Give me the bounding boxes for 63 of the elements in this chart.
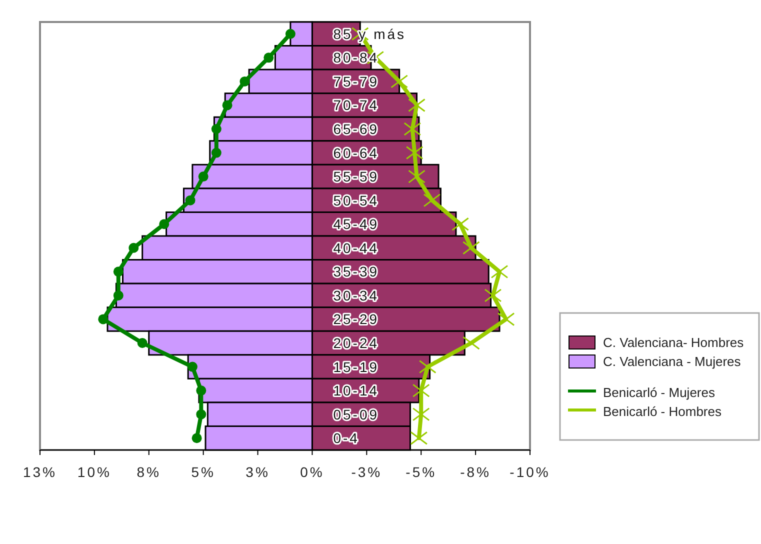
- y-tick-label: 0-4: [333, 430, 360, 446]
- legend-label: C. Valenciana- Hombres: [603, 335, 744, 350]
- point: [408, 170, 426, 184]
- y-tick-label: 05-09: [333, 406, 380, 422]
- point: [192, 433, 202, 444]
- point: [98, 314, 108, 324]
- x-tick-label: 3%: [246, 464, 270, 480]
- point: [128, 242, 139, 253]
- legend-label: Benicarló - Mujeres: [603, 385, 716, 400]
- y-tick-label: 75-79: [333, 73, 380, 90]
- point: [390, 74, 408, 88]
- y-tick-label: 25-29: [333, 311, 380, 328]
- y-tick-label: 35-39: [333, 264, 380, 280]
- y-tick-label: 10-14: [333, 382, 380, 399]
- legend-label: Benicarló - Hombres: [603, 404, 722, 419]
- x-tick-label: -3%: [351, 464, 382, 480]
- y-tick-label: 20-24: [333, 335, 380, 351]
- point: [196, 386, 206, 396]
- point: [187, 362, 198, 372]
- y-tick-label: 70-74: [333, 97, 380, 114]
- point: [185, 195, 196, 206]
- x-tick-label: 0%: [300, 464, 324, 480]
- x-tick-label: -10%: [510, 464, 550, 480]
- point: [412, 384, 430, 398]
- point: [423, 194, 441, 208]
- point: [211, 124, 222, 134]
- y-tick-label: 15-19: [333, 358, 380, 375]
- y-tick-label: 65-69: [333, 121, 380, 137]
- point: [410, 431, 428, 445]
- y-tick-label: 60-64: [333, 144, 380, 161]
- point: [264, 52, 274, 63]
- point: [222, 100, 232, 110]
- x-tick-label: 10%: [77, 464, 112, 480]
- legend-label: C. Valenciana - Mujeres: [603, 354, 742, 369]
- x-tick-label: -8%: [460, 464, 492, 480]
- y-tick-label: 40-44: [333, 240, 380, 256]
- point: [406, 146, 424, 160]
- x-tick-label: -5%: [406, 464, 437, 480]
- x-tick-label: 8%: [136, 464, 162, 480]
- point: [159, 219, 170, 230]
- point: [452, 217, 470, 231]
- point: [240, 76, 250, 86]
- point: [404, 122, 422, 136]
- point: [408, 98, 426, 112]
- point: [211, 148, 222, 158]
- x-tick-label: 5%: [191, 464, 216, 480]
- y-tick-label: 55-59: [333, 168, 380, 185]
- point: [490, 264, 508, 278]
- y-tick-label: 30-34: [333, 287, 380, 304]
- x-tick-label: 13%: [22, 464, 58, 480]
- point: [113, 266, 124, 277]
- point: [412, 408, 430, 422]
- point: [198, 172, 208, 182]
- point: [484, 288, 502, 302]
- point: [462, 241, 480, 255]
- point: [497, 312, 515, 326]
- point: [285, 28, 296, 39]
- y-tick-label: 50-54: [333, 192, 380, 208]
- point: [418, 360, 436, 374]
- point: [113, 290, 124, 300]
- point: [137, 338, 148, 348]
- y-tick-label: 45-49: [333, 216, 380, 232]
- point: [196, 409, 206, 420]
